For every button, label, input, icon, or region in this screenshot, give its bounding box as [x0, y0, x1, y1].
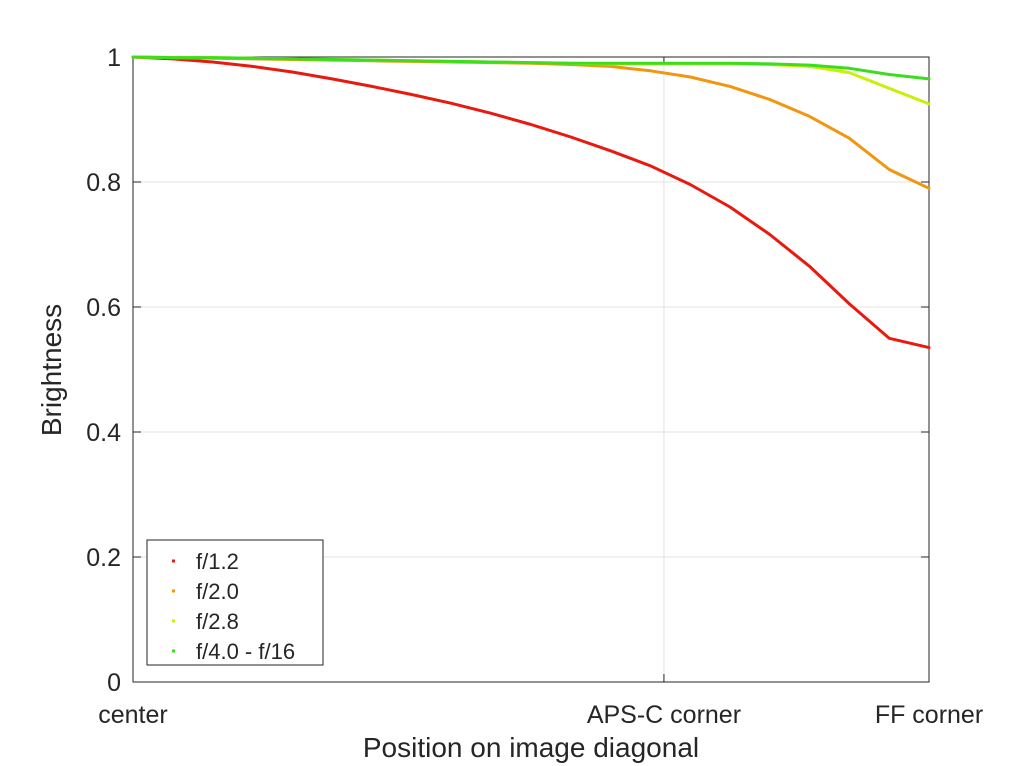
plot-frame: [132, 56, 930, 683]
legend-label: f/2.8: [196, 609, 239, 634]
y-tick-label: 0.2: [86, 544, 121, 572]
legend-marker: [172, 619, 175, 623]
legend-marker: [172, 589, 175, 593]
series-line-1: [131, 55, 931, 350]
x-tick-label: center: [98, 701, 167, 729]
series-line-2: [131, 55, 931, 190]
y-tick-label: 0.4: [86, 419, 121, 447]
legend-label: f/2.0: [196, 579, 239, 604]
legend-box: [146, 539, 324, 666]
series-lines: [131, 55, 931, 350]
series-line-4: [131, 55, 931, 81]
y-tick-label: 0.6: [86, 294, 121, 322]
y-tick-label: 0: [107, 669, 121, 697]
y-axis-title: Brightness: [36, 304, 67, 436]
y-tick-label: 0.8: [86, 169, 121, 197]
y-tick-label: 1: [107, 44, 121, 72]
ticks: 0 0.2 0.4 0.6 0.8 1 center APS-C corner FF corne…: [86, 44, 983, 729]
x-tick-label: FF corner: [875, 701, 983, 729]
x-axis-title: Position on image diagonal: [363, 732, 699, 763]
legend-label: f/1.2: [196, 549, 239, 574]
legend-marker: [172, 649, 175, 653]
legend: f/1.2 f/2.0 f/2.8 f/4.0 - f/16: [146, 539, 324, 666]
x-tick-label: APS-C corner: [587, 701, 741, 729]
legend-marker: [172, 559, 175, 563]
legend-label: f/4.0 - f/16: [196, 639, 295, 664]
grid: [133, 57, 929, 682]
